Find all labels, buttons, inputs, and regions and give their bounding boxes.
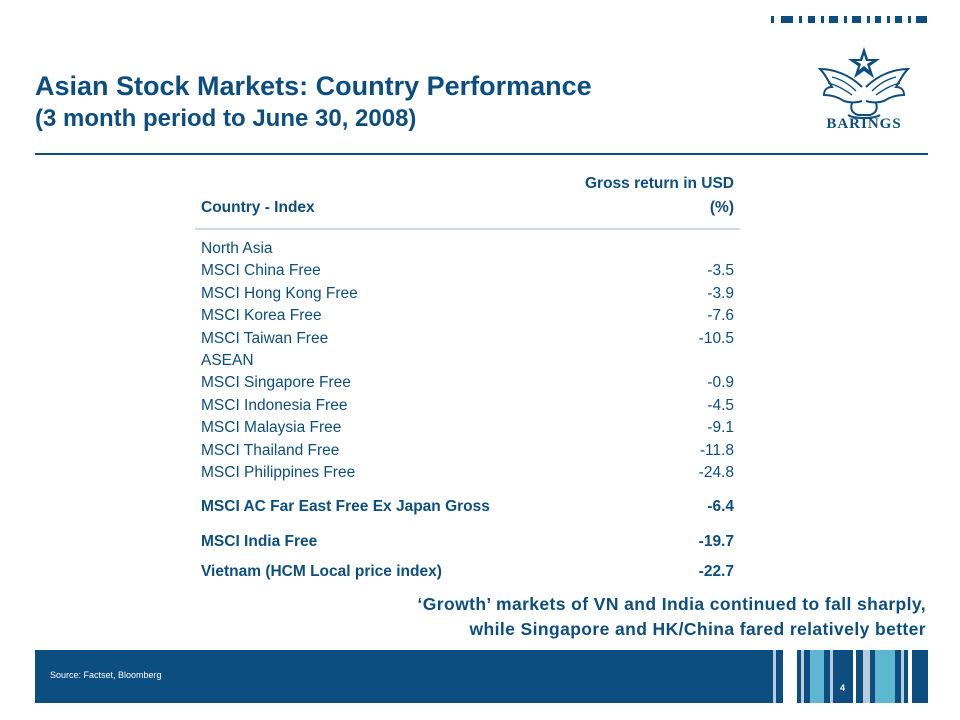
section-row-north-asia: North Asia bbox=[195, 229, 740, 260]
row-value: -4.5 bbox=[707, 396, 734, 414]
table-row: MSCI Philippines Free -24.8 bbox=[195, 462, 740, 484]
callout-line-2: while Singapore and HK/China fared relat… bbox=[469, 619, 926, 639]
row-value: -9.1 bbox=[707, 419, 734, 437]
section-row-asean: ASEAN bbox=[195, 350, 740, 372]
row-value: -6.4 bbox=[707, 498, 734, 516]
page-number: 4 bbox=[840, 683, 846, 693]
row-label: MSCI China Free bbox=[201, 262, 321, 280]
gross-return-header-line1: Gross return in USD bbox=[585, 175, 734, 192]
row-label: MSCI India Free bbox=[201, 532, 318, 550]
row-label: MSCI Philippines Free bbox=[201, 464, 356, 482]
table-row: MSCI Korea Free -7.6 bbox=[195, 305, 740, 327]
table-row: MSCI India Free -19.7 bbox=[195, 519, 740, 553]
row-label: Vietnam (HCM Local price index) bbox=[201, 563, 442, 581]
row-value: -3.9 bbox=[707, 284, 734, 302]
callout-text: ‘Growth’ markets of VN and India continu… bbox=[418, 592, 926, 642]
country-performance-table: Country - Index Gross return in USD (%) … bbox=[195, 168, 740, 584]
table-row: MSCI China Free -3.5 bbox=[195, 260, 740, 282]
country-index-header: Country - Index bbox=[195, 168, 551, 230]
row-label: MSCI AC Far East Free Ex Japan Gross bbox=[201, 498, 490, 516]
row-label: MSCI Taiwan Free bbox=[201, 329, 329, 347]
gross-return-header-line2: (%) bbox=[709, 199, 734, 216]
gross-return-header: Gross return in USD (%) bbox=[550, 168, 740, 230]
table-header-row: Country - Index Gross return in USD (%) bbox=[195, 168, 740, 230]
row-value bbox=[550, 350, 740, 372]
footer-bar: Source: Factset, Bloomberg 4 bbox=[35, 650, 928, 703]
row-label: MSCI Indonesia Free bbox=[201, 396, 348, 414]
page-title: Asian Stock Markets: Country Performance bbox=[35, 71, 592, 101]
row-label: North Asia bbox=[201, 240, 273, 257]
page-subtitle: (3 month period to June 30, 2008) bbox=[35, 105, 417, 132]
title-divider bbox=[35, 153, 928, 155]
row-label: MSCI Malaysia Free bbox=[201, 419, 342, 437]
table-row-regional-total: MSCI AC Far East Free Ex Japan Gross -6.… bbox=[195, 484, 740, 518]
table-row: MSCI Singapore Free -0.9 bbox=[195, 372, 740, 394]
row-value: -19.7 bbox=[698, 532, 734, 550]
barings-eagle-crest-icon bbox=[817, 47, 911, 119]
callout-line-1: ‘Growth’ markets of VN and India continu… bbox=[417, 594, 926, 614]
top-decorative-stripes bbox=[771, 16, 931, 23]
source-note: Source: Factset, Bloomberg bbox=[50, 670, 162, 680]
table-row: Vietnam (HCM Local price index) -22.7 bbox=[195, 553, 740, 583]
table-row: MSCI Indonesia Free -4.5 bbox=[195, 395, 740, 417]
row-label: MSCI Thailand Free bbox=[201, 441, 340, 459]
table-row: MSCI Thailand Free -11.8 bbox=[195, 440, 740, 462]
row-label: MSCI Hong Kong Free bbox=[201, 284, 358, 302]
table-row: MSCI Malaysia Free -9.1 bbox=[195, 417, 740, 439]
row-value: -7.6 bbox=[707, 307, 734, 325]
row-value: -0.9 bbox=[707, 374, 734, 392]
table-row: MSCI Hong Kong Free -3.9 bbox=[195, 283, 740, 305]
row-label: MSCI Korea Free bbox=[201, 307, 322, 325]
row-value: -11.8 bbox=[699, 441, 734, 459]
barings-logo-text: BARINGS bbox=[826, 116, 902, 132]
row-label: MSCI Singapore Free bbox=[201, 374, 351, 392]
row-value: -10.5 bbox=[698, 329, 734, 347]
row-value: -24.8 bbox=[698, 464, 734, 482]
table-row: MSCI Taiwan Free -10.5 bbox=[195, 328, 740, 350]
row-value: -3.5 bbox=[707, 262, 734, 280]
row-value bbox=[550, 229, 740, 260]
row-label: ASEAN bbox=[201, 352, 254, 370]
row-value: -22.7 bbox=[698, 563, 734, 581]
